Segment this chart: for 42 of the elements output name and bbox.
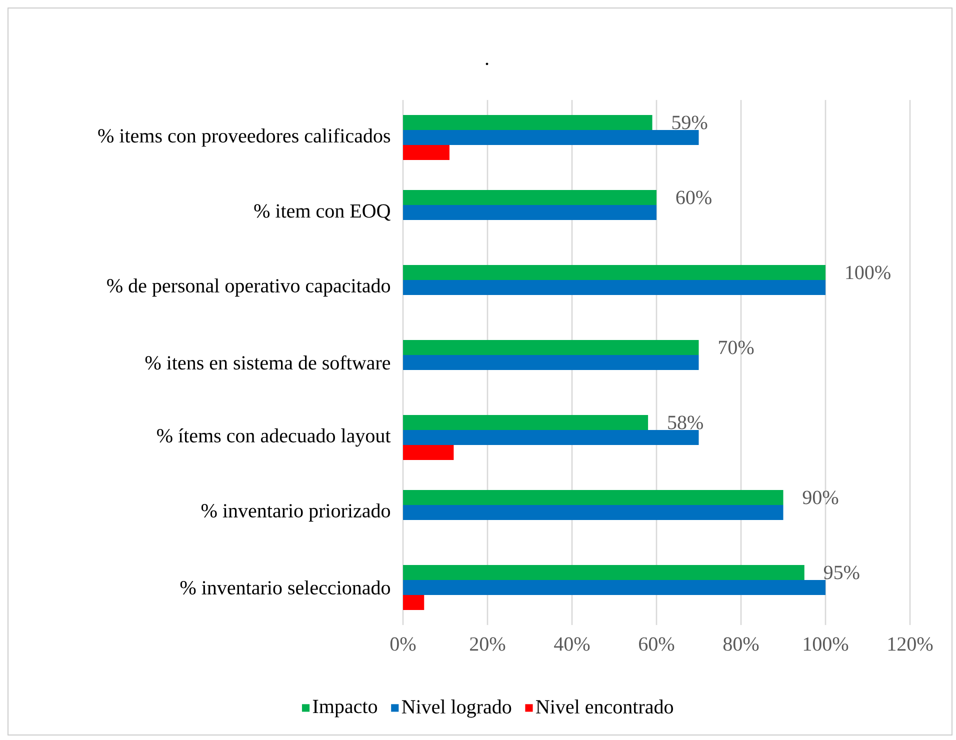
bar xyxy=(403,565,804,580)
data-label: 60% xyxy=(676,190,712,204)
chart-title: . xyxy=(486,62,488,66)
bar xyxy=(403,430,699,446)
bar xyxy=(403,355,699,370)
bar xyxy=(403,595,424,610)
x-tick-label: 60% xyxy=(639,637,674,651)
bar xyxy=(403,190,657,206)
bar xyxy=(403,130,699,146)
data-label: 58% xyxy=(668,416,703,430)
bar xyxy=(403,205,657,220)
data-label: 100% xyxy=(846,266,890,280)
data-label: 59% xyxy=(672,116,708,130)
bar xyxy=(403,415,648,430)
x-tick-label: 0% xyxy=(390,637,416,651)
x-tick-label: 100% xyxy=(804,637,848,651)
legend-label: Nivel logrado xyxy=(402,700,512,718)
bar xyxy=(403,265,826,280)
y-tick-label: % ítems con adecuado layout xyxy=(157,428,391,447)
x-tick-label: 80% xyxy=(723,637,759,651)
bar xyxy=(403,505,784,520)
data-label: 70% xyxy=(719,340,754,354)
bar xyxy=(403,490,784,506)
y-tick-label: % itens en sistema de software xyxy=(145,355,390,370)
data-label: 90% xyxy=(802,490,838,504)
x-tick-label: 20% xyxy=(470,637,506,651)
y-tick-label: % de personal operativo capacitado xyxy=(107,278,390,297)
bar xyxy=(403,145,450,160)
bar xyxy=(403,115,652,130)
legend-label: Nivel encontrado xyxy=(536,700,673,714)
legend-label: Impacto xyxy=(312,700,378,718)
y-tick-label: % item con EOQ xyxy=(254,204,390,221)
bar xyxy=(403,445,454,460)
y-tick-label: % items con proveedores calificados xyxy=(98,128,390,147)
bar xyxy=(403,280,826,295)
bar xyxy=(403,340,699,356)
bar xyxy=(403,580,826,596)
x-tick-label: 120% xyxy=(888,637,933,651)
y-tick-label: % inventario seleccionado xyxy=(180,580,390,595)
x-tick-label: 40% xyxy=(554,637,590,651)
data-label: 95% xyxy=(824,566,860,580)
y-tick-label: % inventario priorizado xyxy=(201,503,390,522)
